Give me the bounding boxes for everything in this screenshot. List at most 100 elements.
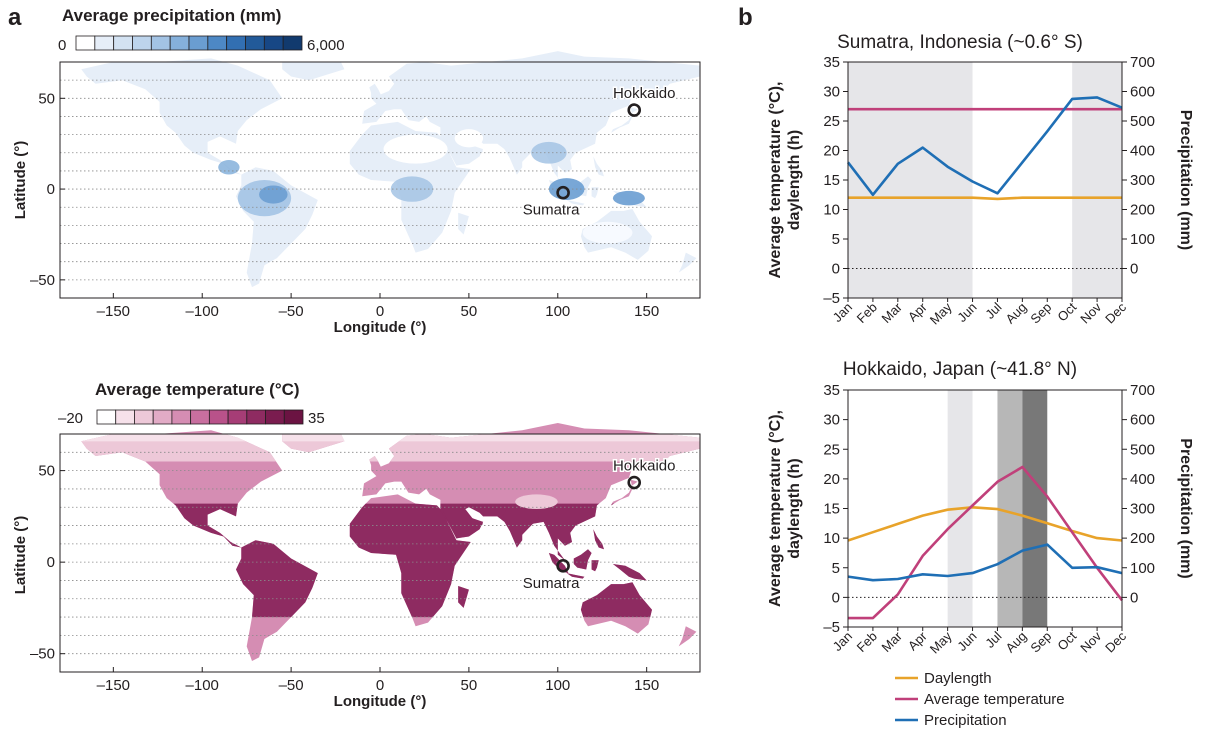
month-label: Jun [954, 300, 979, 325]
y-tick-label-left: 10 [823, 202, 840, 219]
chart-legend: Daylength Average temperature Precipitatio… [895, 670, 1065, 729]
month-label: Dec [1102, 299, 1129, 326]
precip-land-india [500, 134, 540, 175]
y-tick-label-right: 0 [1130, 261, 1138, 278]
precip-map-xlabel: Longitude (°) [334, 319, 427, 336]
precip-land-uk [369, 83, 382, 99]
precip-map-panel: Average precipitation (mm) 0 6,000 –150–… [12, 6, 701, 336]
chart-title: Sumatra, Indonesia (~0.6° S) [837, 32, 1083, 53]
temp-map-sites: Hokkaido Sumatra [521, 456, 677, 593]
temp-map-ylabel: Latitude (°) [12, 516, 29, 595]
y-tick-label-left: 20 [823, 471, 840, 488]
colorbar-swatch [190, 409, 210, 425]
y-axis-label-left-line1: Average temperature (°C), [767, 410, 784, 607]
precip-land-nz [678, 252, 697, 273]
y-tick-label-left: 30 [823, 84, 840, 101]
colorbar-swatch [132, 35, 152, 51]
colorbar-swatch [169, 35, 190, 51]
x-tick-label: 100 [545, 303, 570, 320]
month-label: Oct [1054, 299, 1079, 324]
month-label: Nov [1077, 299, 1104, 326]
temp-tropics-land-australia [580, 582, 652, 618]
temp-tropics-land-java [566, 573, 585, 579]
temp-land-nz [678, 626, 697, 647]
colorbar-swatch [246, 409, 266, 425]
site-marker-sumatra [556, 559, 570, 573]
month-label: Aug [1003, 629, 1030, 656]
precip-central-am-wet [218, 160, 240, 175]
temp-map-title: Average temperature (°C) [95, 380, 300, 399]
y-tick-label-right: 700 [1130, 382, 1155, 399]
month-label: Oct [1054, 628, 1079, 653]
y-tick-label-right: 200 [1130, 202, 1155, 219]
colorbar-swatch [282, 35, 303, 51]
temp-scale-min: –20 [58, 410, 83, 427]
colorbar-swatch [171, 409, 192, 425]
chart-title: Hokkaido, Japan (~41.8° N) [843, 359, 1077, 380]
y-tick-label: –50 [30, 272, 55, 289]
y-tick-label: 50 [38, 90, 55, 107]
temp-map-land [81, 423, 700, 661]
y-tick-label-right: 400 [1130, 143, 1155, 160]
colorbar-swatch [245, 35, 265, 51]
temp-arctic [81, 434, 700, 442]
month-label: Jul [982, 628, 1004, 650]
x-tick-label: 100 [545, 677, 570, 694]
temp-tropics-land-india [500, 507, 540, 548]
y-axis-label-right: Precipitation (mm) [1177, 438, 1194, 578]
y-tick-label-left: 10 [823, 530, 840, 547]
series-line-daylength [848, 196, 1122, 201]
colorbar-swatch [226, 35, 246, 51]
y-tick-label-left: 15 [823, 501, 840, 518]
precip-land-arabia [442, 132, 484, 166]
y-tick-label-right: 300 [1130, 501, 1155, 518]
legend-label: Precipitation [924, 712, 1007, 729]
temp-arctic-land-eurasia [399, 434, 700, 442]
precip-map-sites: Hokkaido Sumatra [521, 84, 677, 221]
colorbar-swatch [263, 35, 284, 51]
legend-label: Average temperature [924, 691, 1065, 708]
precip-amazon-core [259, 185, 288, 204]
colorbar-swatch [283, 409, 304, 425]
y-tick-label-right: 300 [1130, 172, 1155, 189]
temp-land-japan [611, 479, 638, 506]
y-tick-label: 50 [38, 463, 55, 480]
month-label: Jun [954, 629, 979, 654]
x-tick-label: –100 [186, 303, 219, 320]
temp-map-axes: –150 –100 –50 0 50 100 150 –50 0 50 [30, 463, 659, 694]
x-tick-label: 150 [634, 303, 659, 320]
month-label: May [927, 628, 955, 656]
y-tick-label-left: 25 [823, 113, 840, 130]
colorbar-swatch [115, 409, 135, 425]
temp-tropics-land-madagascar [458, 586, 469, 608]
temp-arctic-land-greenland [282, 434, 345, 442]
y-tick-label-left: 20 [823, 143, 840, 160]
x-tick-label: 150 [634, 677, 659, 694]
shaded-period-2 [1022, 390, 1048, 627]
colorbar-swatch [75, 35, 96, 51]
series-line-precipitation [847, 543, 1123, 582]
series-line-daylength [847, 506, 1123, 542]
y-tick-label: 0 [47, 181, 55, 198]
colorbar-swatch [113, 35, 133, 51]
y-tick-label: –50 [30, 646, 55, 663]
y-tick-label-left: –5 [823, 619, 840, 636]
month-label: Nov [1077, 628, 1104, 655]
precip-land-greenland [282, 62, 345, 81]
x-tick-label: 50 [461, 677, 478, 694]
temp-scale-max: 35 [308, 410, 325, 427]
colorbar-swatch [152, 409, 173, 425]
y-tick-label-right: 600 [1130, 412, 1155, 429]
y-tick-label-left: 25 [823, 441, 840, 458]
x-tick-label: 50 [461, 303, 478, 320]
site-label-hokkaido: Hokkaido [613, 85, 676, 102]
precip-australia-dry [582, 221, 633, 244]
precip-map-land [81, 51, 700, 288]
precip-sahara-dry [383, 134, 448, 164]
hokkaido-chart: Hokkaido, Japan (~41.8° N)35302520151050… [767, 359, 1194, 656]
precip-scale-min: 0 [58, 37, 66, 54]
site-label-sumatra: Sumatra [523, 202, 580, 219]
precip-land-madagascar [458, 212, 469, 235]
colorbar-swatch [134, 409, 154, 425]
temp-tropics-land-newGuinea [612, 564, 647, 581]
